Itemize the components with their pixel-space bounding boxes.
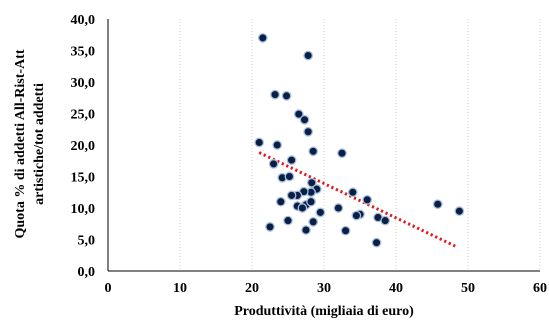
trendline-segment <box>258 151 458 249</box>
data-point <box>257 33 268 43</box>
data-point <box>301 225 311 235</box>
y-tick-label: 40,0 <box>71 13 96 28</box>
data-point <box>297 203 308 213</box>
data-point <box>283 215 293 226</box>
y-tick-label: 0,0 <box>78 265 96 280</box>
data-point <box>306 177 317 188</box>
data-point <box>454 206 465 216</box>
x-tick-label: 10 <box>173 281 187 296</box>
data-point <box>362 194 373 205</box>
x-tick-label: 0 <box>105 281 112 296</box>
x-tick-label: 30 <box>317 281 331 296</box>
data-point <box>380 215 391 226</box>
data-point <box>333 203 344 213</box>
y-tick-label: 15,0 <box>71 171 96 186</box>
x-tick-label: 20 <box>245 281 259 296</box>
data-point <box>275 196 286 207</box>
y-axis-title: Quota % di addetti All-Rist-Att artistic… <box>13 49 47 238</box>
data-point <box>265 222 275 232</box>
data-point <box>308 146 319 157</box>
data-point <box>286 155 297 165</box>
y-tick-labels: 0,0 5,0 10,0 15,0 20,0 25,0 30,0 35,0 40,0 <box>71 13 96 280</box>
axes <box>107 19 540 272</box>
data-point <box>371 237 382 248</box>
data-point <box>268 159 279 169</box>
y-tick-label: 20,0 <box>71 139 96 154</box>
x-tick-label: 60 <box>533 281 547 296</box>
trendline <box>258 151 458 249</box>
data-points <box>254 33 465 248</box>
data-point <box>308 217 319 227</box>
data-point <box>303 126 314 137</box>
data-point <box>306 196 316 207</box>
data-point <box>347 187 358 198</box>
x-axis-title: Produttività (migliaia di euro) <box>234 304 414 319</box>
data-point <box>270 89 280 100</box>
x-tick-label: 50 <box>461 281 475 296</box>
y-axis-title-line-2: artistiche/tot addetti <box>32 83 47 205</box>
data-point <box>299 114 310 125</box>
x-tick-label: 40 <box>389 281 403 296</box>
x-tick-labels: 0 10 20 30 40 50 60 <box>105 281 548 296</box>
data-point <box>337 148 347 159</box>
data-point <box>432 199 443 210</box>
data-point <box>293 109 304 119</box>
data-point <box>286 190 297 201</box>
data-point <box>351 210 362 221</box>
data-point <box>254 137 265 148</box>
y-tick-label: 35,0 <box>71 45 96 60</box>
y-tick-label: 25,0 <box>71 108 96 123</box>
data-point <box>281 91 292 101</box>
data-point <box>315 207 326 218</box>
y-axis-title-line-1: Quota % di addetti All-Rist-Att <box>13 49 28 238</box>
y-tick-label: 5,0 <box>78 234 96 249</box>
data-point <box>284 171 295 182</box>
data-point <box>303 50 314 61</box>
vertical-gridlines <box>179 19 541 271</box>
y-tick-label: 10,0 <box>71 202 96 217</box>
y-tick-label: 30,0 <box>71 76 96 91</box>
data-point <box>272 140 283 150</box>
data-point <box>340 225 351 236</box>
